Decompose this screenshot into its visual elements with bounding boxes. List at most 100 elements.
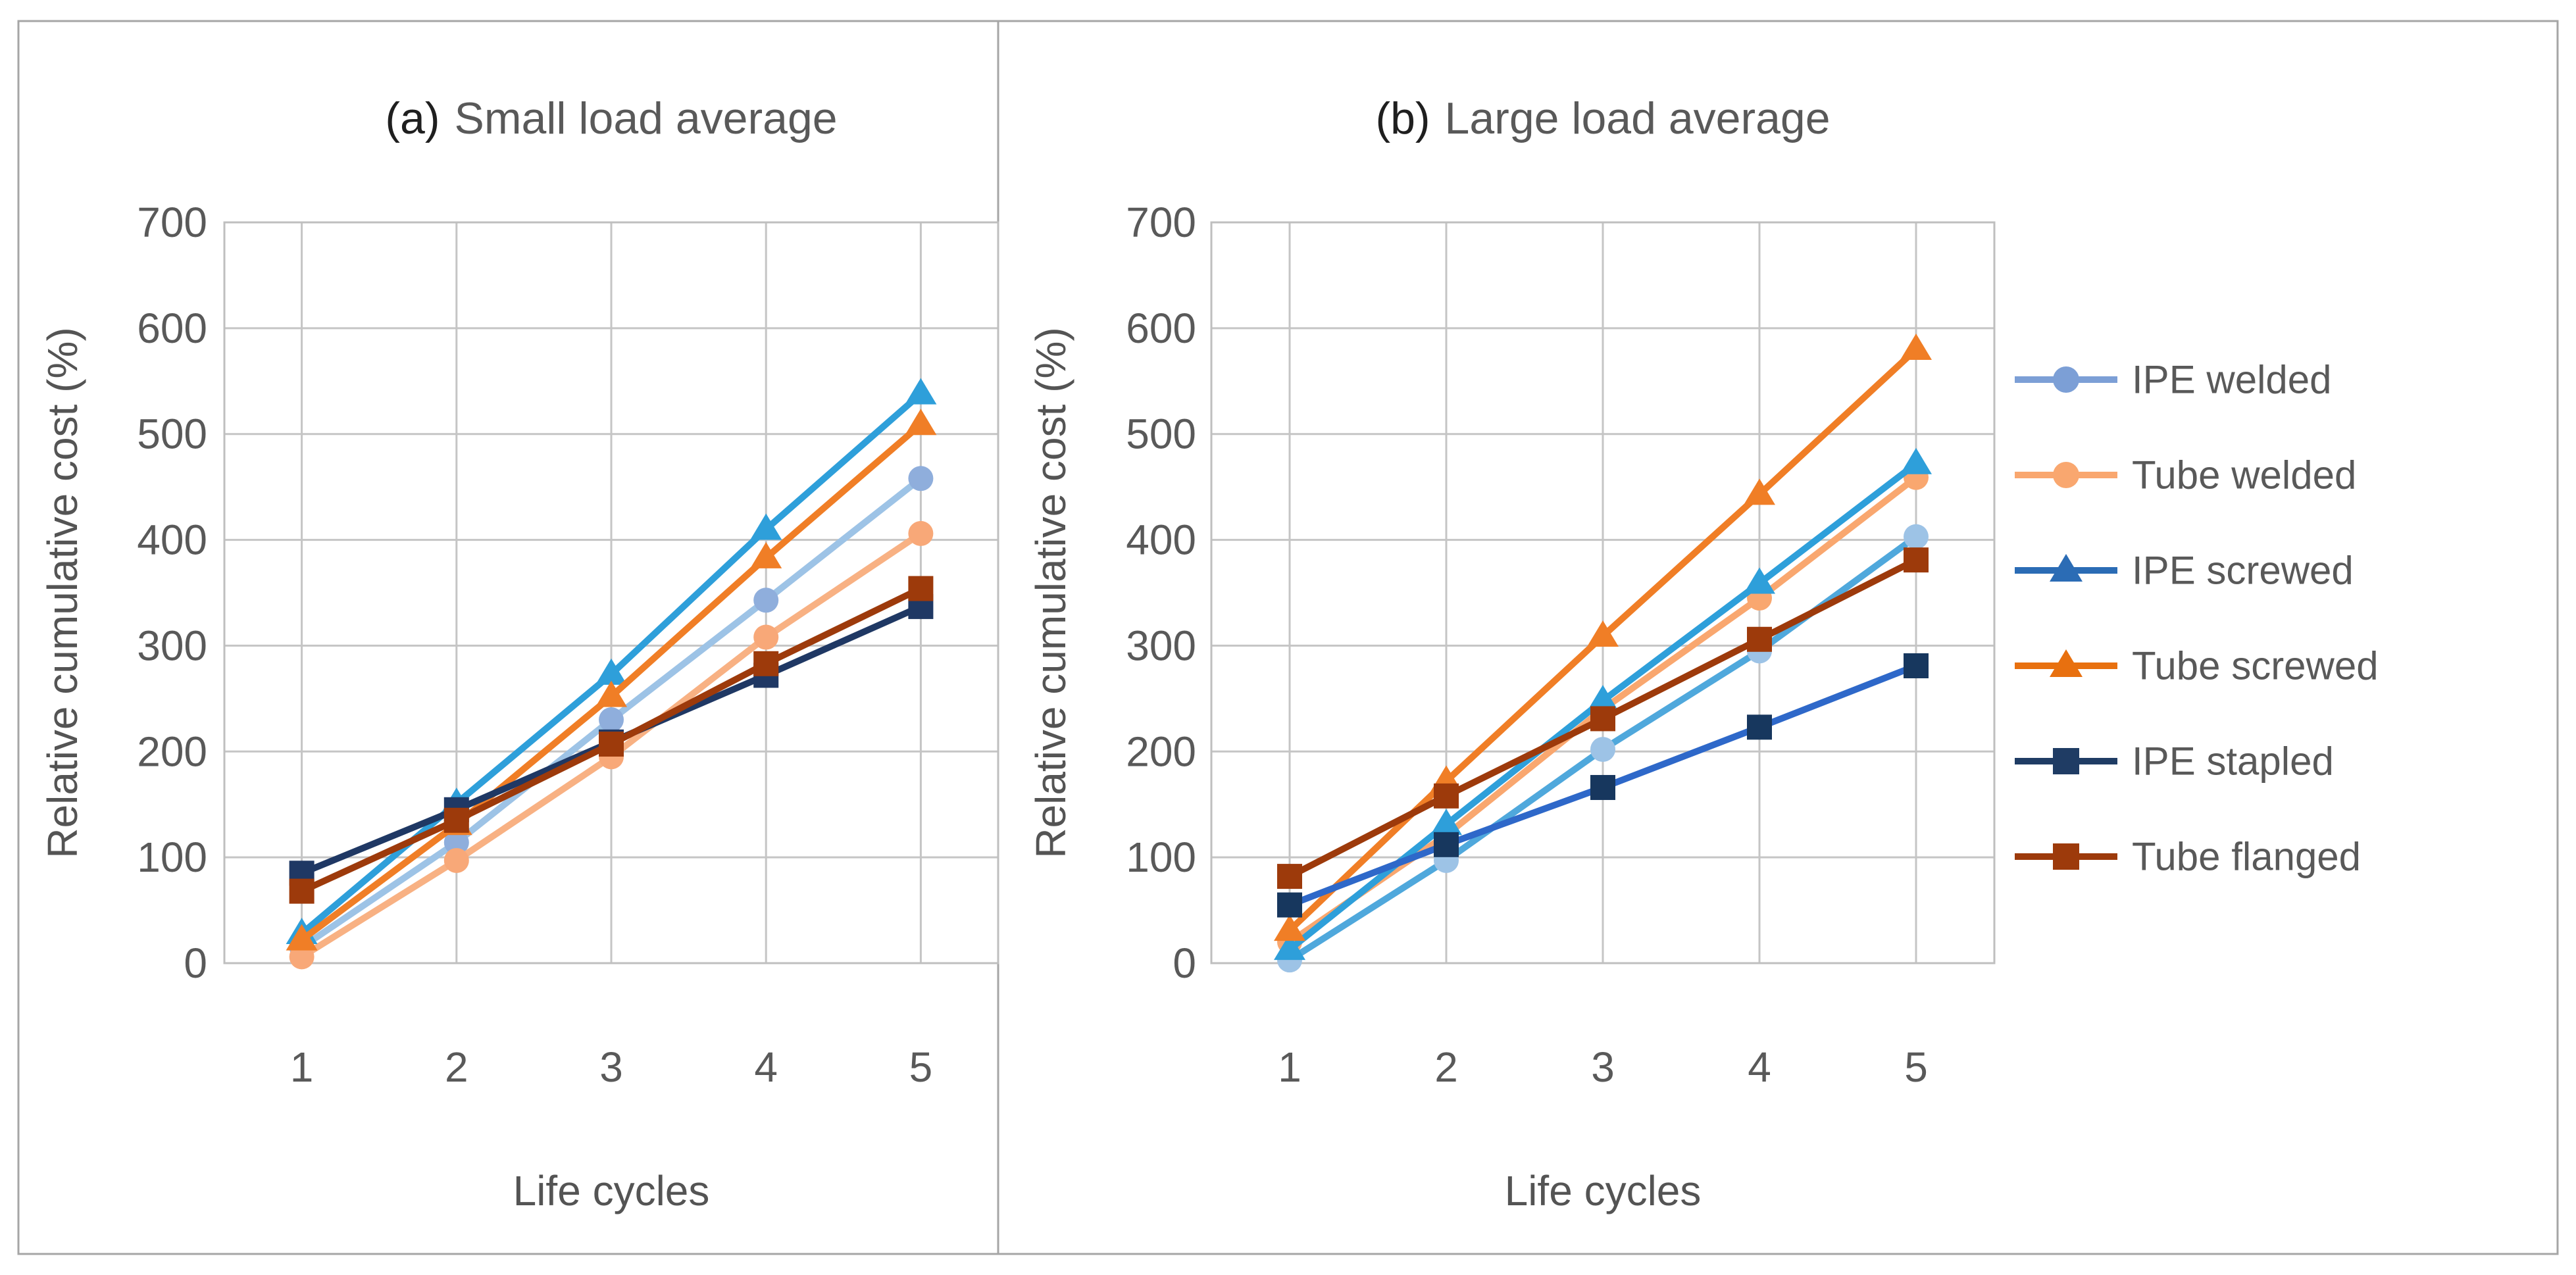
series-marker-b-tube-flanged-5 [1904,547,1929,573]
series-marker-b-ipe-screwed-3 [1587,685,1619,712]
legend-label-ipe-welded: IPE welded [2132,358,2332,402]
legend-marker-tube-welded [2053,462,2079,488]
y-tick-label-a-100: 100 [137,834,207,881]
y-tick-label-a-500: 500 [137,411,207,458]
series-marker-b-ipe-screwed-4 [1744,567,1775,594]
series-marker-b-ipe-stapled-3 [1590,774,1615,800]
series-marker-a-tube-flanged-2 [443,807,469,833]
series-marker-a-ipe-screwed-4 [750,513,782,540]
series-marker-a-ipe-welded-2 [443,830,469,855]
y-axis-title-a: Relative cumulative cost (%) [39,327,86,858]
y-tick-label-b-600: 600 [1126,305,1196,352]
series-marker-b-tube-flanged-2 [1434,783,1459,809]
chart-title-prefix-a: (a) [385,93,440,143]
legend-label-tube-flanged: Tube flanged [2132,835,2361,879]
series-marker-a-tube-screwed-4 [750,541,782,568]
series-marker-a-tube-screwed-3 [595,680,627,707]
series-marker-a-ipe-welded-3 [599,707,624,733]
x-tick-label-b-1: 1 [1278,1043,1301,1091]
series-marker-b-ipe-stapled-2 [1434,832,1459,857]
x-tick-label-b-5: 5 [1904,1043,1928,1091]
x-tick-label-b-4: 4 [1748,1043,1771,1091]
series-marker-b-ipe-screwed-2 [1430,809,1462,836]
y-tick-label-a-0: 0 [184,939,207,987]
legend-marker-tube-flanged [2053,843,2079,870]
series-marker-b-ipe-stapled-1 [1277,892,1302,918]
legend-label-tube-welded: Tube welded [2132,453,2356,497]
legend-label-tube-screwed: Tube screwed [2132,644,2379,688]
y-tick-label-b-200: 200 [1126,728,1196,775]
series-marker-a-tube-flanged-4 [753,651,779,676]
series-marker-a-tube-screwed-5 [905,409,937,436]
chart-title-text-a: Small load average [454,93,837,143]
chart-title-prefix-b: (b) [1375,93,1430,143]
series-marker-a-tube-flanged-5 [908,576,934,601]
x-tick-label-a-2: 2 [445,1043,468,1091]
legend-item-tube-screwed: Tube screwed [2015,644,2379,688]
chart-title-a: (a) Small load average [385,93,837,143]
y-tick-label-b-100: 100 [1126,834,1196,881]
chart-title-text-b: Large load average [1445,93,1831,143]
y-tick-label-a-600: 600 [137,305,207,352]
series-marker-a-tube-screwed-1 [286,924,318,951]
chart-title-b: (b) Large load average [1375,93,1830,143]
y-tick-label-b-300: 300 [1126,622,1196,669]
legend-label-ipe-stapled: IPE stapled [2132,739,2334,784]
legend-item-tube-welded: Tube welded [2015,453,2356,497]
x-tick-label-a-5: 5 [909,1043,933,1091]
y-axis-title-b: Relative cumulative cost (%) [1027,327,1074,858]
x-tick-label-b-3: 3 [1591,1043,1615,1091]
legend-marker-ipe-welded [2053,366,2079,393]
series-marker-b-ipe-stapled-5 [1904,653,1929,678]
plot-area-border-a [223,221,999,964]
series-marker-a-tube-flanged-1 [289,878,315,904]
y-tick-label-a-200: 200 [137,728,207,775]
series-marker-b-ipe-welded-3 [1590,737,1615,762]
series-marker-b-tube-screwed-4 [1744,478,1775,505]
series-marker-b-ipe-welded-5 [1904,524,1929,549]
legend-marker-tube-screwed [2050,649,2083,677]
series-marker-b-ipe-screwed-5 [1900,447,1932,474]
series-marker-a-ipe-screwed-3 [595,658,627,685]
legend-item-ipe-welded: IPE welded [2015,358,2332,402]
series-marker-b-tube-flanged-4 [1747,626,1772,652]
series-marker-a-tube-welded-4 [753,624,779,650]
series-marker-b-tube-screwed-3 [1587,620,1619,647]
legend-item-ipe-stapled: IPE stapled [2015,739,2334,784]
series-marker-b-ipe-stapled-4 [1747,714,1772,740]
y-tick-label-b-0: 0 [1173,939,1196,987]
chart-b: 0 100 200 300 400 500 600 700 1 2 3 4 5 (b) Large load… [1027,93,1996,1214]
y-tick-label-a-300: 300 [137,622,207,669]
series-marker-b-tube-screwed-5 [1900,334,1932,361]
y-tick-label-a-400: 400 [137,516,207,564]
y-tick-label-b-500: 500 [1126,411,1196,458]
series-marker-a-ipe-welded-4 [753,588,779,613]
series-marker-b-ipe-screwed-1 [1274,934,1305,961]
figure-border [17,20,2559,1255]
legend-item-ipe-screwed: IPE screwed [2015,549,2354,593]
legend-marker-ipe-screwed [2050,554,2083,582]
series-marker-b-tube-flanged-1 [1277,864,1302,889]
x-axis-title-b: Life cycles [1505,1167,1702,1214]
series-marker-a-ipe-screwed-5 [905,378,937,405]
x-tick-label-a-1: 1 [290,1043,314,1091]
y-tick-label-b-400: 400 [1126,516,1196,564]
series-marker-a-tube-flanged-3 [599,732,624,757]
chart-a: 0 100 200 300 400 500 600 700 1 2 3 4 5 (a) Small load… [39,93,999,1214]
x-tick-label-a-3: 3 [599,1043,623,1091]
x-axis-title-a: Life cycles [513,1167,710,1214]
series-marker-a-tube-welded-2 [443,847,469,873]
x-tick-label-b-2: 2 [1434,1043,1458,1091]
x-tick-label-a-4: 4 [754,1043,778,1091]
series-marker-a-tube-welded-1 [289,944,315,970]
series-marker-b-tube-flanged-3 [1590,706,1615,732]
legend-label-ipe-screwed: IPE screwed [2132,549,2354,593]
series-marker-b-tube-screwed-1 [1274,914,1305,941]
series-marker-a-ipe-welded-5 [908,466,934,491]
legend-marker-ipe-stapled [2053,748,2079,774]
legend: IPE welded Tube welded IPE screwed Tube scr… [2015,358,2379,879]
plot-area-border-b [1210,221,1996,964]
